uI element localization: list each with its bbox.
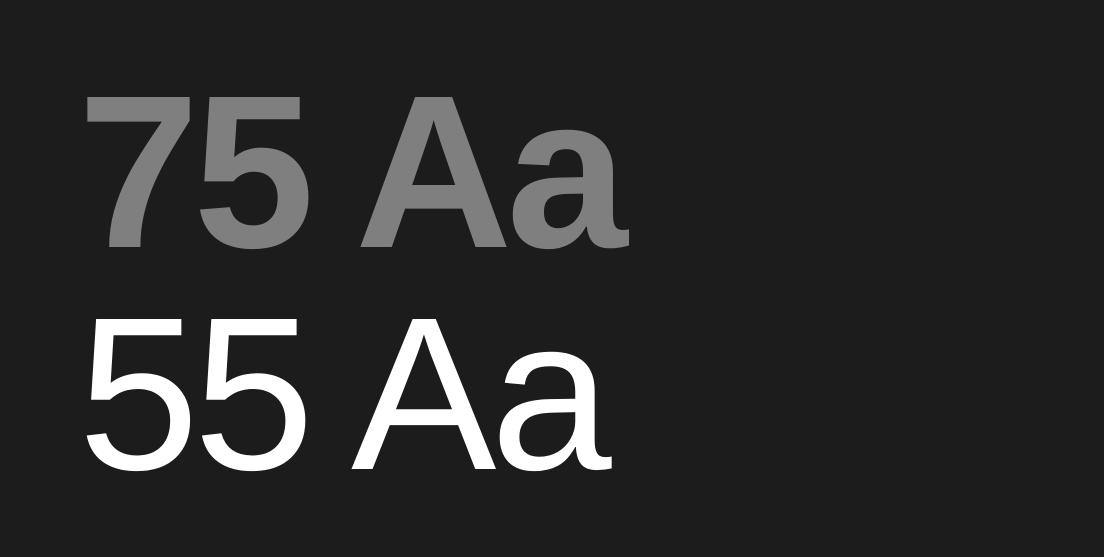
weight-75-sample: 75 Aa [78, 51, 628, 294]
weight-55-sample: 55 Aa [78, 273, 612, 516]
